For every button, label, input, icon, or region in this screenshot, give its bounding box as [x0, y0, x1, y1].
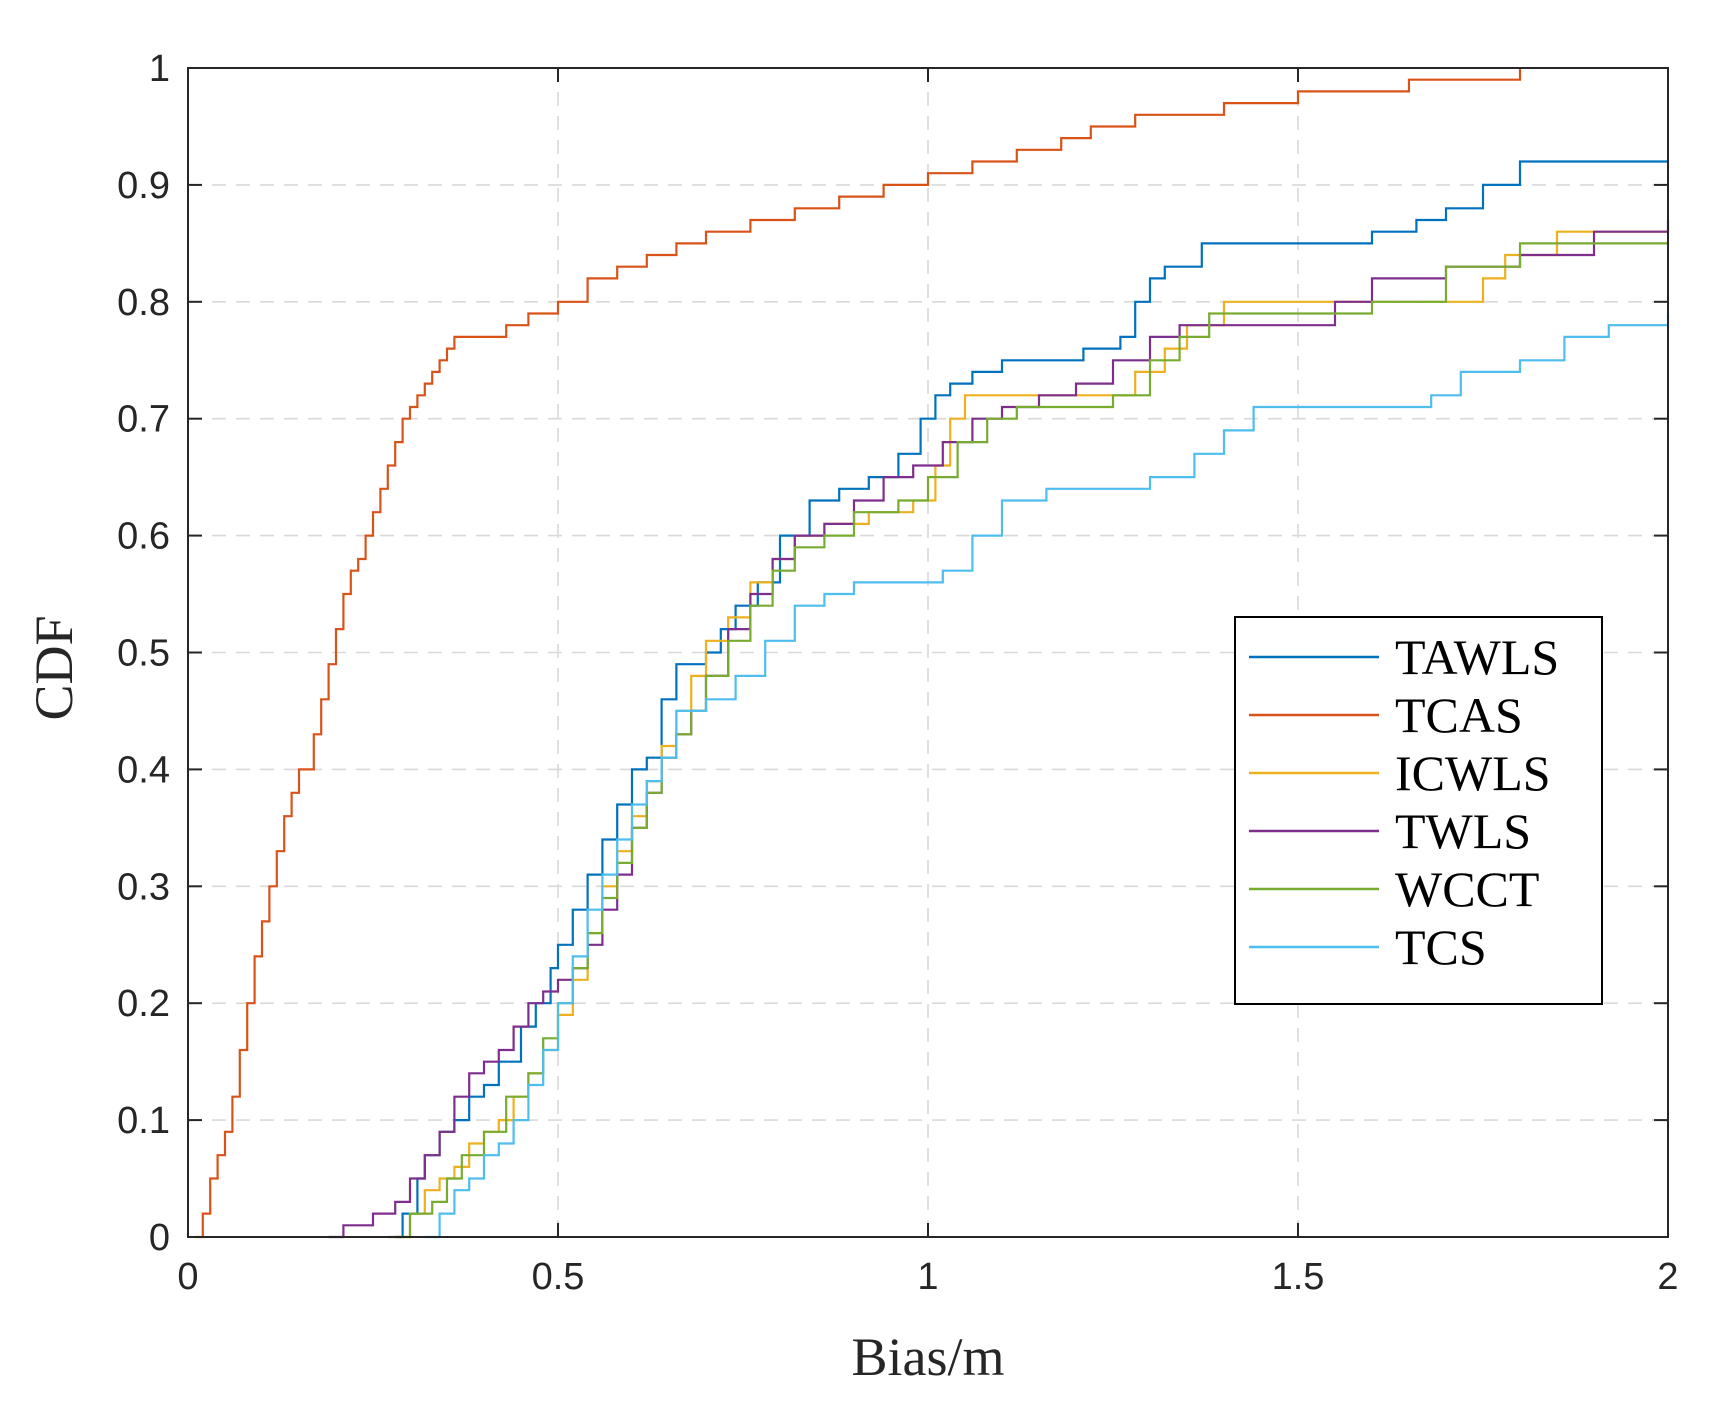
series-line-wcct — [387, 242, 1668, 1239]
legend-box — [1234, 616, 1603, 1005]
y-axis-title: CDF — [24, 615, 84, 720]
x-axis-title: Bias/m — [851, 1327, 1004, 1387]
series-lines — [195, 68, 1670, 1239]
y-tick-label: 0 — [149, 1217, 170, 1259]
y-tick-label: 0.1 — [117, 1100, 170, 1142]
y-tick-label: 0.2 — [117, 983, 170, 1025]
legend-label-twls: TWLS — [1395, 803, 1531, 859]
legend-label-tawls: TAWLS — [1395, 629, 1559, 685]
y-tick-label: 0.9 — [117, 165, 170, 207]
x-tick-label: 1.5 — [1272, 1256, 1325, 1298]
x-tick-label: 0 — [177, 1256, 198, 1298]
x-tick-label: 1 — [917, 1256, 938, 1298]
y-tick-label: 0.3 — [117, 866, 170, 908]
y-tick-label: 0.6 — [117, 516, 170, 558]
x-tick-label: 0.5 — [532, 1256, 585, 1298]
y-tick-label: 0.4 — [117, 749, 170, 791]
tick-labels: 0 0.5 1 1.5 2 0 0.1 0.2 0.3 0.4 0.5 0.6 0.7 0.8 0.9 1 — [117, 48, 1678, 1298]
y-tick-label: 0.5 — [117, 633, 170, 675]
legend-label-tcs: TCS — [1395, 919, 1487, 975]
series-line-tcs — [424, 313, 1670, 1239]
axis-ticks — [187, 67, 1669, 1238]
legend-label-wcct: WCCT — [1395, 861, 1539, 917]
series-line-tawls — [395, 160, 1668, 1239]
x-tick-label: 2 — [1657, 1256, 1678, 1298]
y-tick-label: 1 — [149, 48, 170, 90]
legend-label-icwls: ICWLS — [1395, 745, 1551, 801]
y-tick-label: 0.8 — [117, 282, 170, 324]
y-tick-label: 0.7 — [117, 399, 170, 441]
series-line-tcas — [195, 68, 1522, 1239]
legend-label-tcas: TCAS — [1395, 687, 1523, 743]
